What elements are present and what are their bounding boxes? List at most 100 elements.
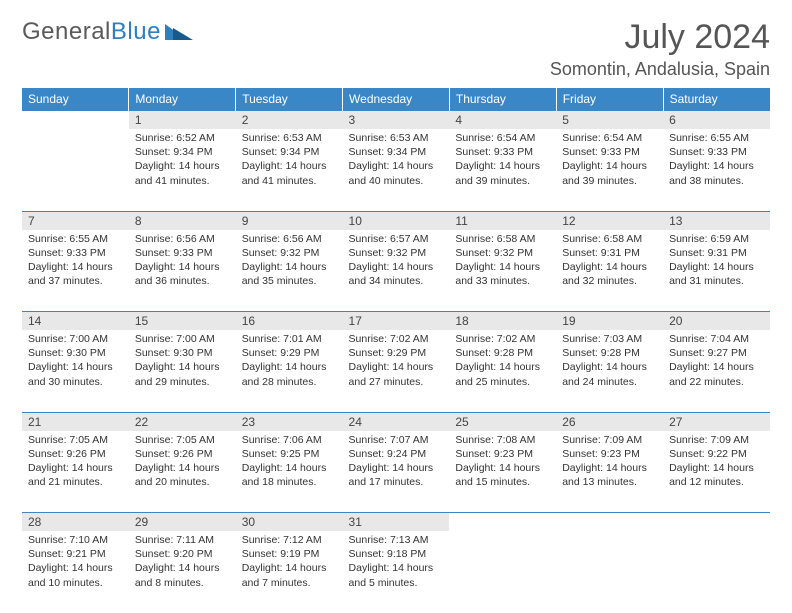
week-daynum-row: 123456 (22, 111, 770, 130)
day-cell-body: Sunrise: 7:06 AMSunset: 9:25 PMDaylight:… (236, 431, 343, 513)
day-number: 14 (22, 312, 129, 330)
week-daynum-row: 21222324252627 (22, 412, 770, 431)
day-sunset: Sunset: 9:32 PM (455, 246, 550, 260)
day-number (663, 513, 770, 517)
day-details: Sunrise: 7:01 AMSunset: 9:29 PMDaylight:… (236, 330, 343, 395)
day-cell-body: Sunrise: 6:58 AMSunset: 9:31 PMDaylight:… (556, 230, 663, 312)
day-cell-body: Sunrise: 7:03 AMSunset: 9:28 PMDaylight:… (556, 330, 663, 412)
day-daylight1: Daylight: 14 hours (135, 561, 230, 575)
day-sunrise: Sunrise: 7:12 AM (242, 533, 337, 547)
day-cell-number: 1 (129, 111, 236, 130)
day-number: 24 (343, 413, 450, 431)
calendar-body: 123456Sunrise: 6:52 AMSunset: 9:34 PMDay… (22, 111, 770, 613)
day-sunrise: Sunrise: 6:58 AM (562, 232, 657, 246)
day-sunrise: Sunrise: 7:05 AM (28, 433, 123, 447)
day-sunset: Sunset: 9:31 PM (669, 246, 764, 260)
day-daylight2: and 7 minutes. (242, 576, 337, 590)
day-daylight1: Daylight: 14 hours (28, 260, 123, 274)
day-cell-body: Sunrise: 7:11 AMSunset: 9:20 PMDaylight:… (129, 531, 236, 613)
day-cell-body (449, 531, 556, 613)
day-cell-body: Sunrise: 7:04 AMSunset: 9:27 PMDaylight:… (663, 330, 770, 412)
day-daylight2: and 12 minutes. (669, 475, 764, 489)
day-daylight2: and 22 minutes. (669, 375, 764, 389)
day-cell-body: Sunrise: 7:07 AMSunset: 9:24 PMDaylight:… (343, 431, 450, 513)
day-sunrise: Sunrise: 6:52 AM (135, 131, 230, 145)
day-sunset: Sunset: 9:19 PM (242, 547, 337, 561)
day-daylight1: Daylight: 14 hours (669, 159, 764, 173)
day-sunrise: Sunrise: 6:59 AM (669, 232, 764, 246)
day-daylight1: Daylight: 14 hours (242, 360, 337, 374)
day-details: Sunrise: 7:06 AMSunset: 9:25 PMDaylight:… (236, 431, 343, 496)
day-cell-number: 26 (556, 412, 663, 431)
day-sunset: Sunset: 9:33 PM (28, 246, 123, 260)
day-cell-body: Sunrise: 7:09 AMSunset: 9:22 PMDaylight:… (663, 431, 770, 513)
weekday-header: Wednesday (343, 88, 450, 111)
day-sunrise: Sunrise: 7:11 AM (135, 533, 230, 547)
day-daylight2: and 17 minutes. (349, 475, 444, 489)
day-cell-body: Sunrise: 7:00 AMSunset: 9:30 PMDaylight:… (129, 330, 236, 412)
day-cell-body: Sunrise: 6:54 AMSunset: 9:33 PMDaylight:… (556, 129, 663, 211)
day-daylight1: Daylight: 14 hours (349, 561, 444, 575)
day-sunset: Sunset: 9:29 PM (349, 346, 444, 360)
day-daylight2: and 30 minutes. (28, 375, 123, 389)
day-details: Sunrise: 6:57 AMSunset: 9:32 PMDaylight:… (343, 230, 450, 295)
day-cell-number (556, 513, 663, 532)
day-daylight2: and 13 minutes. (562, 475, 657, 489)
day-details: Sunrise: 7:09 AMSunset: 9:22 PMDaylight:… (663, 431, 770, 496)
day-cell-number: 19 (556, 312, 663, 331)
day-number: 12 (556, 212, 663, 230)
day-daylight2: and 18 minutes. (242, 475, 337, 489)
day-sunrise: Sunrise: 6:55 AM (669, 131, 764, 145)
day-sunrise: Sunrise: 7:05 AM (135, 433, 230, 447)
day-daylight2: and 37 minutes. (28, 274, 123, 288)
day-daylight1: Daylight: 14 hours (28, 360, 123, 374)
day-cell-body: Sunrise: 7:10 AMSunset: 9:21 PMDaylight:… (22, 531, 129, 613)
day-sunset: Sunset: 9:33 PM (669, 145, 764, 159)
day-cell-number: 20 (663, 312, 770, 331)
day-daylight2: and 25 minutes. (455, 375, 550, 389)
day-sunrise: Sunrise: 6:54 AM (562, 131, 657, 145)
day-daylight1: Daylight: 14 hours (562, 260, 657, 274)
day-cell-number: 9 (236, 211, 343, 230)
day-daylight2: and 28 minutes. (242, 375, 337, 389)
day-daylight1: Daylight: 14 hours (562, 360, 657, 374)
day-sunrise: Sunrise: 7:03 AM (562, 332, 657, 346)
day-cell-body: Sunrise: 7:02 AMSunset: 9:29 PMDaylight:… (343, 330, 450, 412)
day-daylight1: Daylight: 14 hours (135, 260, 230, 274)
day-details: Sunrise: 7:05 AMSunset: 9:26 PMDaylight:… (129, 431, 236, 496)
day-cell-body: Sunrise: 7:12 AMSunset: 9:19 PMDaylight:… (236, 531, 343, 613)
day-number: 31 (343, 513, 450, 531)
day-number: 7 (22, 212, 129, 230)
day-details (663, 531, 770, 539)
day-daylight2: and 24 minutes. (562, 375, 657, 389)
day-details: Sunrise: 7:10 AMSunset: 9:21 PMDaylight:… (22, 531, 129, 596)
day-details: Sunrise: 7:09 AMSunset: 9:23 PMDaylight:… (556, 431, 663, 496)
day-cell-body: Sunrise: 6:55 AMSunset: 9:33 PMDaylight:… (22, 230, 129, 312)
day-details: Sunrise: 6:53 AMSunset: 9:34 PMDaylight:… (236, 129, 343, 194)
day-daylight2: and 39 minutes. (562, 174, 657, 188)
day-daylight2: and 34 minutes. (349, 274, 444, 288)
day-number: 10 (343, 212, 450, 230)
page-header: GeneralBlue July 2024 Somontin, Andalusi… (22, 18, 770, 80)
day-sunrise: Sunrise: 6:58 AM (455, 232, 550, 246)
day-cell-body: Sunrise: 7:13 AMSunset: 9:18 PMDaylight:… (343, 531, 450, 613)
day-sunrise: Sunrise: 7:01 AM (242, 332, 337, 346)
weekday-header: Sunday (22, 88, 129, 111)
day-daylight2: and 33 minutes. (455, 274, 550, 288)
day-cell-body: Sunrise: 6:54 AMSunset: 9:33 PMDaylight:… (449, 129, 556, 211)
day-daylight2: and 41 minutes. (242, 174, 337, 188)
day-details: Sunrise: 6:54 AMSunset: 9:33 PMDaylight:… (449, 129, 556, 194)
day-sunset: Sunset: 9:22 PM (669, 447, 764, 461)
day-daylight2: and 15 minutes. (455, 475, 550, 489)
brand-part1: General (22, 18, 111, 46)
day-sunset: Sunset: 9:30 PM (135, 346, 230, 360)
day-details: Sunrise: 6:52 AMSunset: 9:34 PMDaylight:… (129, 129, 236, 194)
day-number: 29 (129, 513, 236, 531)
day-sunrise: Sunrise: 7:10 AM (28, 533, 123, 547)
day-daylight1: Daylight: 14 hours (242, 159, 337, 173)
day-daylight2: and 32 minutes. (562, 274, 657, 288)
day-cell-number: 17 (343, 312, 450, 331)
day-details: Sunrise: 6:53 AMSunset: 9:34 PMDaylight:… (343, 129, 450, 194)
day-sunset: Sunset: 9:34 PM (349, 145, 444, 159)
day-sunset: Sunset: 9:30 PM (28, 346, 123, 360)
